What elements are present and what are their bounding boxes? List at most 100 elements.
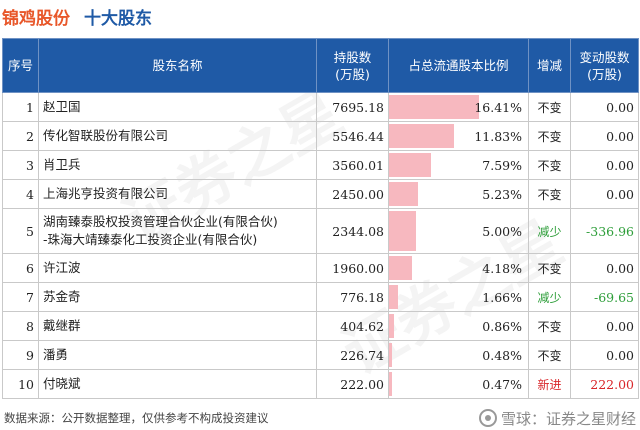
ratio-bar [389, 211, 417, 251]
row-index: 3 [2, 150, 39, 180]
float-ratio-cell: 5.00% [388, 208, 529, 254]
shares-held: 222.00 [316, 369, 389, 399]
ratio-text: 5.23% [482, 186, 522, 202]
ratio-bar [389, 95, 479, 119]
change-shares: 0.00 [570, 150, 639, 180]
row-index: 2 [2, 121, 39, 151]
footer: 数据来源：公开数据整理，仅供参考不构成投资建议 雪球：证券之星财经 [0, 406, 640, 430]
table-row: 5 湖南臻泰股权投资管理合伙企业(有限合伙) -珠海大靖臻泰化工投资企业(有限合伙… [2, 208, 639, 254]
ratio-bar [389, 256, 412, 280]
shareholders-table: 序号 股东名称 持股数 (万股) 占总流通股本比例 增减 变动股数 (万股) 1 赵卫国 76… [2, 38, 639, 399]
change-status: 不变 [528, 340, 571, 370]
ratio-text: 4.18% [482, 260, 522, 276]
ratio-bar [389, 372, 392, 396]
change-status: 不变 [528, 150, 571, 180]
col-name-header: 股东名称 [38, 38, 317, 93]
ratio-bar [389, 314, 394, 338]
shareholder-name: 肖卫兵 [38, 150, 317, 180]
ratio-text: 0.47% [482, 376, 522, 392]
table-row: 10 付晓斌 222.00 0.47% 新进 222.00 [2, 369, 639, 399]
table-row: 1 赵卫国 7695.18 16.41% 不变 0.00 [2, 92, 639, 122]
change-status: 减少 [528, 208, 571, 254]
col-index-header: 序号 [2, 38, 39, 93]
col-change-header: 增减 [528, 38, 571, 93]
row-index: 5 [2, 208, 39, 254]
float-ratio-cell: 7.59% [388, 150, 529, 180]
table-row: 2 传化智联股份有限公司 5546.44 11.83% 不变 0.00 [2, 121, 639, 151]
col-delta-header: 变动股数 (万股) [570, 38, 639, 93]
float-ratio-cell: 0.48% [388, 340, 529, 370]
shareholder-name: 赵卫国 [38, 92, 317, 122]
change-status: 不变 [528, 253, 571, 283]
ratio-text: 11.83% [474, 128, 522, 144]
row-index: 10 [2, 369, 39, 399]
company-name: 锦鸡股份 [2, 8, 70, 29]
ratio-text: 7.59% [482, 157, 522, 173]
ratio-bar [389, 124, 454, 148]
row-index: 6 [2, 253, 39, 283]
shares-held: 2450.00 [316, 179, 389, 209]
change-shares: 0.00 [570, 253, 639, 283]
shares-held: 776.18 [316, 282, 389, 312]
col-shares-header: 持股数 (万股) [316, 38, 389, 93]
float-ratio-cell: 11.83% [388, 121, 529, 151]
table-row: 7 苏金奇 776.18 1.66% 减少 -69.65 [2, 282, 639, 312]
change-status: 减少 [528, 282, 571, 312]
col-pct-header: 占总流通股本比例 [388, 38, 529, 93]
shareholder-name: 戴继群 [38, 311, 317, 341]
float-ratio-cell: 0.86% [388, 311, 529, 341]
table-row: 4 上海兆亨投资有限公司 2450.00 5.23% 不变 0.00 [2, 179, 639, 209]
ratio-text: 5.00% [482, 223, 522, 239]
ratio-bar [389, 285, 399, 309]
shares-held: 2344.08 [316, 208, 389, 254]
row-index: 9 [2, 340, 39, 370]
row-index: 8 [2, 311, 39, 341]
float-ratio-cell: 4.18% [388, 253, 529, 283]
change-shares: 0.00 [570, 179, 639, 209]
table-header-row: 序号 股东名称 持股数 (万股) 占总流通股本比例 增减 变动股数 (万股) [2, 38, 639, 93]
ratio-text: 16.41% [474, 99, 522, 115]
snowball-logo-icon [478, 409, 497, 427]
float-ratio-cell: 16.41% [388, 92, 529, 122]
title-bar: 锦鸡股份 十大股东 [2, 2, 152, 30]
row-index: 4 [2, 179, 39, 209]
ratio-text: 0.86% [482, 318, 522, 334]
shares-held: 3560.01 [316, 150, 389, 180]
ratio-bar [389, 343, 392, 367]
brand: 雪球：证券之星财经 [478, 408, 636, 429]
row-index: 7 [2, 282, 39, 312]
float-ratio-cell: 0.47% [388, 369, 529, 399]
shares-held: 7695.18 [316, 92, 389, 122]
change-status: 不变 [528, 179, 571, 209]
change-shares: -69.65 [570, 282, 639, 312]
table-row: 3 肖卫兵 3560.01 7.59% 不变 0.00 [2, 150, 639, 180]
change-status: 新进 [528, 369, 571, 399]
change-status: 不变 [528, 92, 571, 122]
ratio-bar [389, 153, 431, 177]
row-index: 1 [2, 92, 39, 122]
float-ratio-cell: 1.66% [388, 282, 529, 312]
ratio-text: 1.66% [482, 289, 522, 305]
shares-held: 226.74 [316, 340, 389, 370]
change-shares: 0.00 [570, 311, 639, 341]
change-shares: -336.96 [570, 208, 639, 254]
ratio-text: 0.48% [482, 347, 522, 363]
shareholder-name: 潘勇 [38, 340, 317, 370]
table-row: 6 许江波 1960.00 4.18% 不变 0.00 [2, 253, 639, 283]
change-shares: 0.00 [570, 121, 639, 151]
shareholder-name: 湖南臻泰股权投资管理合伙企业(有限合伙) -珠海大靖臻泰化工投资企业(有限合伙) [38, 208, 317, 254]
change-shares: 222.00 [570, 369, 639, 399]
change-shares: 0.00 [570, 92, 639, 122]
shareholder-name: 付晓斌 [38, 369, 317, 399]
shareholder-name: 许江波 [38, 253, 317, 283]
change-status: 不变 [528, 121, 571, 151]
ratio-bar [389, 182, 418, 206]
data-source-note: 数据来源：公开数据整理，仅供参考不构成投资建议 [4, 411, 269, 425]
table-row: 9 潘勇 226.74 0.48% 不变 0.00 [2, 340, 639, 370]
float-ratio-cell: 5.23% [388, 179, 529, 209]
shares-held: 404.62 [316, 311, 389, 341]
shareholder-name: 上海兆亨投资有限公司 [38, 179, 317, 209]
change-shares: 0.00 [570, 340, 639, 370]
shares-held: 1960.00 [316, 253, 389, 283]
brand-label: 雪球：证券之星财经 [500, 409, 636, 428]
